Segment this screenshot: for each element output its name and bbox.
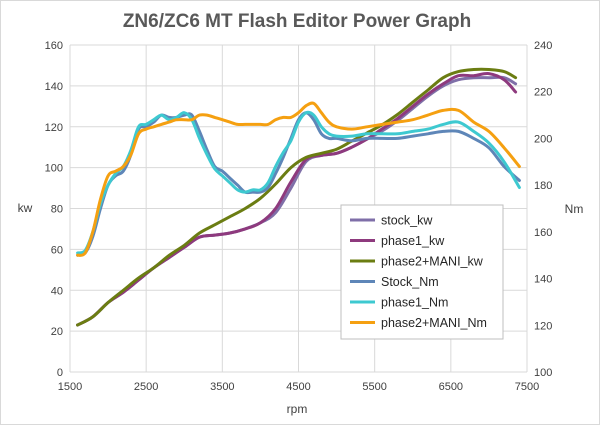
- axis-ticks: 0 20 40 60 80 100 120 140 160 1500 2500 3500 4500 550…: [45, 40, 553, 393]
- left-tick-label: 60: [51, 244, 63, 256]
- legend: stock_kw phase1_kw phase2+MANI_kw Stock_Nmp…: [340, 204, 504, 340]
- left-tick-label: 20: [51, 326, 63, 338]
- left-tick-label: 140: [45, 81, 63, 93]
- legend-box: [340, 204, 504, 340]
- legend-label: stock_kw: [381, 214, 433, 228]
- series-line-phase2+MANI_kw: [76, 67, 518, 327]
- legend-label: Stock_Nm: [381, 275, 439, 289]
- right-tick-label: 140: [534, 274, 552, 286]
- x-tick-label: 2500: [134, 381, 158, 393]
- x-tick-label: 1500: [58, 381, 82, 393]
- x-axis-title: rpm: [287, 402, 308, 416]
- left-tick-label: 120: [45, 122, 63, 134]
- right-tick-label: 240: [534, 40, 552, 52]
- right-tick-label: 180: [534, 180, 552, 192]
- legend-label: phase1_kw: [381, 234, 445, 248]
- x-tick-label: 5500: [362, 381, 386, 393]
- right-tick-label: 160: [534, 227, 552, 239]
- series-line-phase2+MANI_Nm: [76, 101, 521, 257]
- series-line-phase1_Nm: [76, 110, 521, 255]
- x-tick-label: 3500: [210, 381, 234, 393]
- left-tick-label: 100: [45, 163, 63, 175]
- x-tick-label: 4500: [286, 381, 310, 393]
- left-tick-label: 80: [51, 204, 63, 216]
- right-tick-label: 120: [534, 320, 552, 332]
- legend-label: phase1_Nm: [381, 296, 448, 310]
- x-tick-label: 6500: [439, 381, 463, 393]
- legend-label: phase2+MANI_Nm: [381, 316, 487, 330]
- x-tick-label: 7500: [515, 381, 539, 393]
- right-tick-label: 200: [534, 133, 552, 145]
- left-axis-title: kw: [18, 201, 33, 215]
- legend-label: phase2+MANI_kw: [381, 255, 484, 269]
- chart-title: ZN6/ZC6 MT Flash Editor Power Graph: [123, 11, 471, 32]
- series-lines: [76, 67, 521, 327]
- right-axis-title: Nm: [565, 202, 584, 216]
- left-tick-label: 0: [57, 367, 63, 379]
- right-tick-label: 220: [534, 87, 552, 99]
- left-tick-label: 40: [51, 285, 63, 297]
- left-tick-label: 160: [45, 40, 63, 52]
- right-tick-label: 100: [534, 367, 552, 379]
